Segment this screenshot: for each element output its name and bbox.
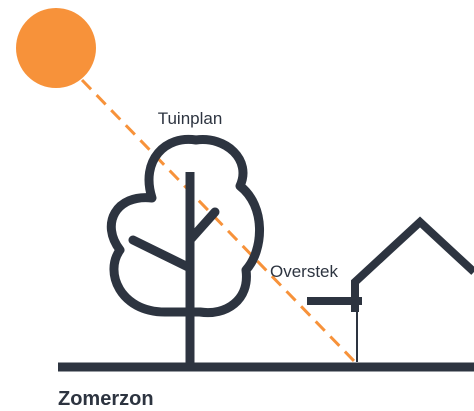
label: Tuinplan <box>158 109 223 128</box>
house-roof <box>355 222 474 312</box>
tree-crown <box>111 139 259 312</box>
label: Overstek <box>270 262 339 281</box>
tree <box>111 139 259 365</box>
diagram: Tuinplan Overstek Zomerzon <box>0 0 474 411</box>
caption: Zomerzon <box>58 388 154 410</box>
page: Tuinplan Overstek Zomerzon (() => { cons… <box>0 0 474 411</box>
tree-branch <box>133 240 190 268</box>
sun <box>16 8 96 88</box>
